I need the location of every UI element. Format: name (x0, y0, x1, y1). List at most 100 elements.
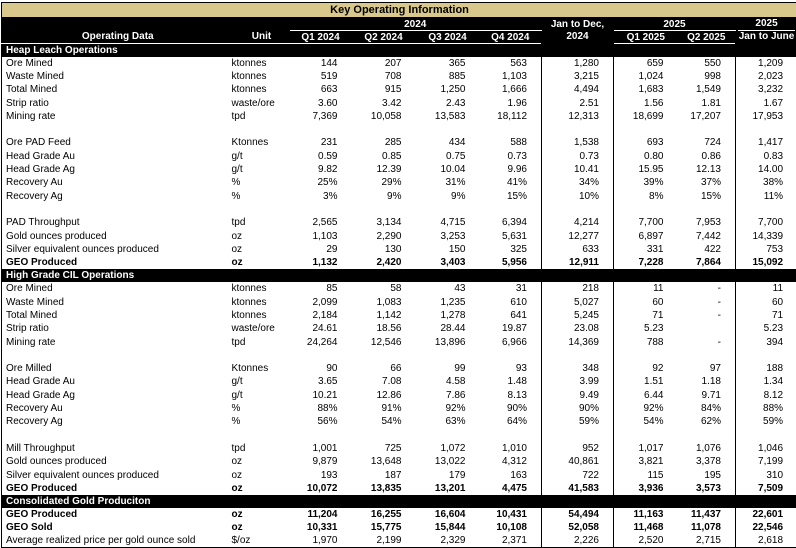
cell-value: 7,442 (695, 230, 721, 242)
cell-value: 7,700 (638, 217, 664, 229)
table-row: Recovery Au% 88% 91% 92% 90% 90% 92% 84% 88% (2, 401, 796, 416)
row-unit: oz (231, 469, 243, 481)
row-unit: tpd (231, 217, 246, 229)
row-label: Recovery Ag (6, 416, 63, 428)
cell-value: 2,199 (376, 535, 402, 547)
row-unit: ktonnes (231, 70, 267, 82)
cell-value: 52,058 (541, 521, 614, 535)
cell-value: 31 (515, 283, 527, 295)
cell-value: 5.23 (734, 322, 796, 336)
cell-value: 25% (317, 177, 338, 189)
cell-value: 40,861 (541, 455, 614, 469)
cell-value: 22,601 (734, 508, 796, 522)
cell-value (678, 429, 736, 442)
row-unit: ktonnes (231, 309, 267, 321)
cell-value: 11 (734, 282, 796, 296)
cell-value: 588 (510, 137, 527, 149)
cell-value: 1,142 (376, 309, 402, 321)
q4-2024-header: Q4 2024 (479, 30, 542, 44)
cell-value: - (717, 309, 721, 321)
q1-2025-header: Q1 2025 (613, 30, 678, 44)
cell-value: 3,936 (638, 482, 664, 494)
table-row: Ore Mined ktonnes 144 207 365 563 1,280 659 550 1… (2, 56, 796, 70)
cell-value: 3% (323, 190, 338, 202)
header-columns-row: Operating Data Unit Q1 2024 Q2 2024 Q3 2… (1, 30, 796, 44)
row-unit (230, 429, 290, 442)
cell-value: 1,076 (695, 442, 721, 454)
row-label: Average realized price per gold ounce so… (6, 535, 196, 547)
cell-value: 10.04 (440, 164, 466, 176)
cell-value: 1,549 (695, 84, 721, 96)
table-row: Average realized price per gold ounce so… (2, 534, 796, 548)
q1-2024-header: Q1 2024 (289, 30, 352, 44)
cell-value: 1.18 (701, 376, 721, 388)
row-label: Head Grade Au (6, 376, 75, 388)
table-row: Ore Mined ktonnes 85 58 43 31 218 11 - 11 (2, 282, 796, 296)
table-row: Head Grade Ag g/t 10.21 12.86 7.86 8.13 9.49 6.… (2, 388, 796, 402)
cell-value: 7.08 (382, 376, 402, 388)
cell-value: 18,112 (497, 110, 527, 122)
cell-value (290, 123, 352, 136)
row-label: Recovery Ag (6, 190, 63, 202)
cell-value: 915 (384, 84, 402, 96)
row-label: Recovery Au (6, 403, 63, 415)
cell-value: 93 (515, 363, 527, 375)
section-header-row: High Grade CIL Operations (1, 269, 796, 283)
row-unit: ktonnes (231, 57, 267, 69)
cell-value: 325 (510, 243, 527, 255)
cell-value: 2,226 (541, 534, 614, 548)
cell-value: 54,494 (541, 508, 614, 522)
cell-value: 17,953 (734, 109, 796, 123)
row-unit: % (231, 190, 241, 202)
cell-value: 7,509 (734, 481, 796, 495)
cell-value: 0.83 (734, 149, 796, 163)
table-row: Total Mined ktonnes 663 915 1,250 1,666 4,494 1… (2, 83, 796, 97)
table-row: Recovery Au% 25% 29% 31% 41% 34% 39% 37% 38% (2, 176, 796, 190)
cell-value: 4,312 (501, 456, 527, 468)
table-row: Mining rate tpd 24,264 12,546 13,896 6,966 14,… (2, 335, 796, 349)
spacer-row (2, 202, 796, 217)
cell-value: 41% (506, 177, 527, 189)
row-label: Gold ounces produced (6, 456, 107, 468)
q2-2025-header: Q2 2025 (677, 30, 736, 44)
row-unit: oz (231, 482, 243, 494)
cell-value: 18,699 (632, 110, 664, 122)
cell-value: 19.87 (501, 323, 527, 335)
table-row: Head Grade Au g/t 3.65 7.08 4.58 1.48 3.99 1.51… (2, 375, 796, 389)
cell-value: 1.48 (507, 376, 527, 388)
cell-value: 59% (734, 415, 796, 429)
cell-value: 1,538 (541, 136, 614, 150)
cell-value: 71 (652, 309, 664, 321)
row-label: Head Grade Ag (6, 389, 75, 401)
cell-value: 5,245 (541, 308, 614, 323)
cell-value: 54% (381, 416, 402, 428)
cell-value: 7,369 (312, 110, 338, 122)
cell-value (480, 203, 542, 216)
row-label: GEO Produced (6, 509, 78, 521)
row-unit: % (231, 403, 241, 415)
cell-value: 10% (541, 189, 614, 203)
cell-value: 1,103 (312, 230, 338, 242)
cell-value: 24,264 (306, 336, 338, 348)
cell-value: 9.71 (701, 389, 721, 401)
title-row: Key Operating Information (0, 2, 796, 18)
cell-value: 7,864 (695, 257, 721, 269)
cell-value (290, 429, 352, 442)
row-label: Ore Mined (6, 283, 53, 295)
cell-value: 163 (510, 469, 527, 481)
cell-value: 1,132 (312, 257, 338, 269)
cell-value: 434 (448, 137, 466, 149)
cell-value: 693 (646, 137, 664, 149)
cell-value (734, 122, 796, 137)
cell-value: 5,631 (501, 230, 527, 242)
cell-value (480, 429, 542, 442)
cell-value: 1,235 (440, 296, 466, 308)
cell-value: 3.99 (541, 375, 614, 389)
row-label: Strip ratio (6, 323, 49, 335)
row-unit: $/oz (231, 535, 251, 547)
section-header-row: Consolidated Gold Produciton (1, 495, 796, 508)
table-row: Mill Throughput tpd 1,001 725 1,072 1,010 952 1… (2, 441, 796, 456)
cell-value: 0.86 (701, 150, 721, 162)
table-row: Silver equivalent ounces produced oz 29 130… (2, 242, 796, 256)
cell-value: 12,911 (541, 255, 614, 270)
